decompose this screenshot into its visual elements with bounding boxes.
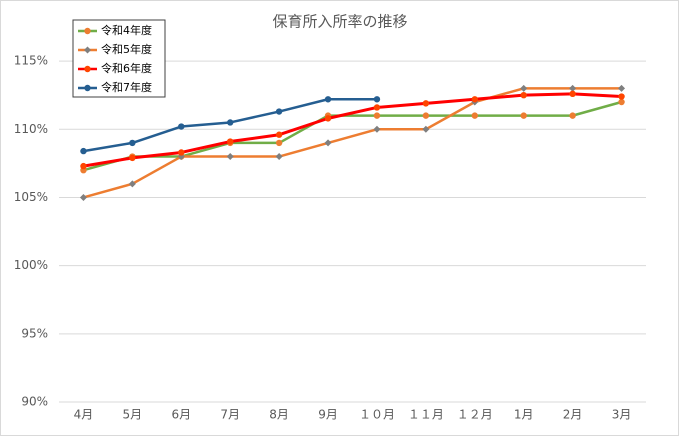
x-tick-label: 5月 xyxy=(123,408,143,422)
marker xyxy=(275,139,283,147)
y-tick-label: 100% xyxy=(14,258,48,272)
marker xyxy=(324,115,332,122)
x-tick-label: 6月 xyxy=(171,408,191,422)
x-tick-label: 1月 xyxy=(514,408,534,422)
x-tick-label: 8月 xyxy=(269,408,289,422)
marker xyxy=(373,96,381,103)
marker xyxy=(226,153,234,161)
marker xyxy=(373,104,381,111)
legend-marker xyxy=(84,27,91,35)
marker xyxy=(80,147,87,155)
marker xyxy=(79,193,87,201)
marker xyxy=(471,96,478,103)
legend-label: 令和6年度 xyxy=(101,61,152,75)
x-tick-label: 7月 xyxy=(220,408,240,422)
marker xyxy=(520,84,528,92)
marker xyxy=(275,108,283,115)
x-tick-label: 3月 xyxy=(612,408,632,422)
series-line xyxy=(83,92,622,168)
marker xyxy=(618,98,625,106)
marker xyxy=(422,100,430,107)
marker xyxy=(129,154,136,162)
series-line xyxy=(83,87,622,199)
x-tick-label: １０月 xyxy=(359,408,395,422)
y-tick-label: 90% xyxy=(21,395,48,409)
legend-label: 令和4年度 xyxy=(101,23,152,37)
marker xyxy=(227,138,234,145)
marker xyxy=(422,125,430,133)
x-tick-label: 2月 xyxy=(563,408,583,422)
chart-title: 保育所入所率の推移 xyxy=(272,13,407,31)
x-tick-label: １２月 xyxy=(457,408,493,422)
marker xyxy=(227,119,234,126)
marker xyxy=(569,84,577,92)
marker xyxy=(569,112,576,119)
marker xyxy=(275,131,283,138)
marker xyxy=(471,112,478,119)
legend-label: 令和5年度 xyxy=(101,42,152,56)
marker xyxy=(275,153,283,161)
marker xyxy=(80,162,87,170)
x-tick-label: 9月 xyxy=(318,408,338,422)
legend-marker xyxy=(84,84,91,92)
marker xyxy=(373,112,381,119)
marker xyxy=(618,84,626,92)
legend-label: 令和7年度 xyxy=(101,80,152,94)
marker xyxy=(520,91,527,99)
series-line xyxy=(83,100,622,172)
y-tick-label: 110% xyxy=(14,122,48,136)
marker xyxy=(373,125,381,133)
marker xyxy=(129,139,136,147)
marker xyxy=(569,90,576,98)
y-tick-label: 115% xyxy=(14,54,48,68)
marker xyxy=(324,139,332,147)
marker xyxy=(618,93,625,100)
x-tick-label: １１月 xyxy=(408,408,444,422)
marker xyxy=(178,123,185,130)
x-tick-label: 4月 xyxy=(74,408,94,422)
marker xyxy=(128,180,136,188)
legend-marker xyxy=(84,65,91,73)
marker xyxy=(520,112,527,119)
marker xyxy=(324,96,332,103)
marker xyxy=(422,112,430,119)
marker xyxy=(178,149,185,156)
y-tick-label: 95% xyxy=(21,326,48,340)
legend-marker xyxy=(84,46,91,54)
y-tick-label: 105% xyxy=(14,190,48,204)
